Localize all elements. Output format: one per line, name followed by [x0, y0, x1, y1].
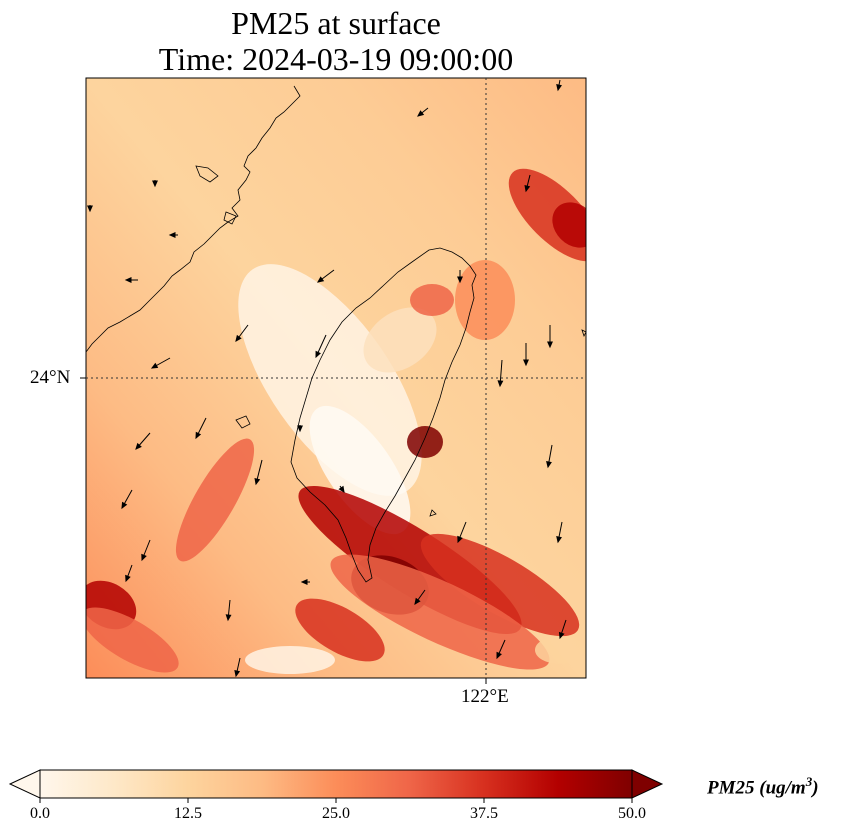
pm25-field-patch [238, 264, 422, 496]
colorbar-tick-2: 25.0 [322, 805, 350, 822]
colorbar-label-exponent: 3 [805, 774, 813, 789]
map-subtitle-time: Time: 2024-03-19 09:00:00 [158, 41, 514, 77]
lat-tick-label: 24°N [30, 367, 71, 388]
lon-tick-label: 122°E [461, 686, 509, 707]
wind-arrow [135, 432, 151, 450]
wind-arrow [125, 564, 133, 583]
map-title: PM25 at surface [231, 5, 441, 41]
colorbar-tick-0: 0.0 [30, 805, 50, 822]
wind-arrow [168, 232, 178, 238]
wind-arrow [558, 619, 567, 640]
wind-arrow [523, 343, 529, 367]
wind-arrow [150, 357, 171, 369]
wind-arrow [414, 589, 426, 606]
pm25-field-patch [175, 438, 255, 562]
wind-arrow [315, 334, 327, 359]
wind-arrow [152, 180, 158, 188]
coastline [86, 85, 586, 583]
taiwan-coastline [290, 247, 477, 583]
wind-arrow [338, 485, 345, 494]
pm25-field-patch [295, 598, 385, 662]
wind-arrow [234, 657, 241, 678]
wind-arrow [195, 417, 207, 440]
wind-arrow [417, 107, 429, 117]
wind-arrow [225, 599, 232, 622]
wind-arrow [87, 205, 93, 213]
wind-arrow [297, 425, 303, 433]
pm25-field-patch [420, 533, 580, 637]
colorbar [8, 769, 664, 803]
wind-arrow [254, 459, 263, 486]
wind-arrow [141, 539, 151, 562]
wind-arrow [497, 359, 504, 388]
pm25-field-patch [309, 405, 411, 535]
colorbar-tickmarks [39, 798, 633, 803]
colorbar-label-close: ) [812, 777, 819, 799]
pm25-field-cells [86, 168, 586, 674]
wind-arrow [556, 521, 563, 544]
colorbar-extend-low [8, 769, 41, 799]
wind-arrow [547, 325, 553, 349]
wind-arrow [235, 324, 249, 342]
colorbar-tick-1: 12.5 [174, 805, 202, 822]
colorbar-label-text: PM25 (ug/m [707, 777, 806, 799]
pm25-field-patch [407, 426, 443, 458]
colorbar-extend-high [631, 769, 664, 799]
pm25-map [80, 77, 587, 684]
wind-arrow [124, 277, 138, 283]
pm25-field-patch [363, 307, 437, 373]
pm25-field-patch [410, 284, 454, 316]
pm25-field-patch [330, 554, 550, 670]
wind-arrow [524, 174, 531, 193]
wind-arrow [556, 79, 562, 92]
coast-islands [195, 165, 586, 517]
wind-vectors [87, 79, 567, 678]
pm25-field-patch [245, 646, 335, 674]
wind-arrow [300, 579, 310, 585]
colorbar-tick-4: 50.0 [618, 805, 646, 822]
wind-arrow [457, 521, 467, 544]
wind-arrow [496, 639, 506, 660]
wind-arrow [546, 444, 553, 469]
wind-arrow [121, 489, 133, 510]
colorbar-bar [39, 769, 633, 799]
colorbar-label: PM25 (ug/m3) [707, 774, 819, 799]
china-coastline [86, 85, 301, 353]
wind-arrow [457, 270, 463, 284]
colorbar-tick-3: 37.5 [470, 805, 498, 822]
pm25-field-patch [455, 260, 515, 340]
pm25-field-patch [535, 636, 585, 664]
pm25-field-patch [552, 202, 586, 248]
pm25-field-patch [86, 607, 179, 673]
wind-arrow [317, 269, 335, 283]
